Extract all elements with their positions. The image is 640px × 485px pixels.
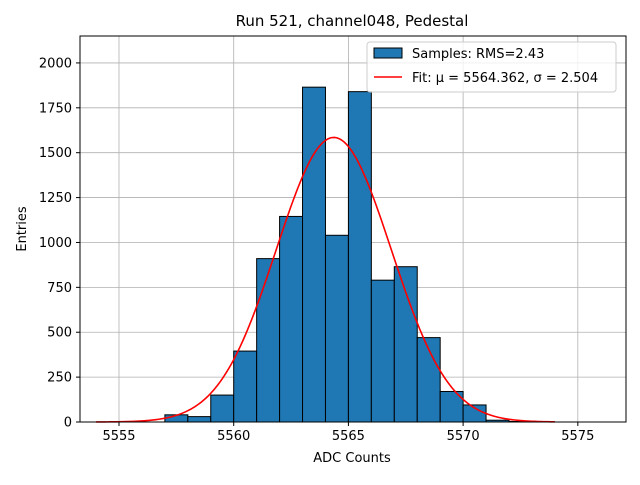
fit-curve	[96, 136, 555, 423]
y-tick-label: 500	[47, 326, 72, 341]
y-tick-label: 1500	[39, 146, 72, 161]
axes	[79, 35, 627, 423]
y-axis-ticks: 0 250 500 750 1000 1250 1500 1750 2000	[39, 56, 80, 431]
x-tick-label: 5570	[447, 429, 480, 444]
y-tick-label: 1000	[39, 236, 72, 251]
histogram-bar	[347, 91, 372, 423]
histogram-bar	[210, 394, 235, 423]
x-tick-label: 5565	[332, 429, 365, 444]
x-tick-label: 5575	[561, 429, 594, 444]
histogram-bars	[164, 86, 533, 423]
histogram-bar	[233, 350, 258, 423]
y-tick-label: 0	[64, 416, 72, 431]
legend-frame	[366, 41, 617, 93]
x-tick-label: 5560	[217, 429, 250, 444]
legend-label-histogram: Samples: RMS=2.43	[412, 47, 544, 62]
legend-label-fit: Fit: μ = 5564.362, σ = 2.504	[412, 71, 598, 86]
legend: Samples: RMS=2.43 Fit: μ = 5564.362, σ =…	[366, 41, 617, 93]
y-axis-label: Entries	[15, 206, 30, 252]
chart-title: Run 521, channel048, Pedestal	[236, 12, 469, 30]
x-tick-label: 5555	[102, 429, 135, 444]
y-tick-label: 250	[47, 371, 72, 386]
y-tick-label: 2000	[39, 56, 72, 71]
histogram-bar	[279, 215, 304, 423]
x-axis-label: ADC Counts	[313, 451, 391, 466]
x-axis-ticks: 5555 5560 5565 5570 5575	[102, 422, 594, 444]
histogram-bar	[256, 258, 281, 423]
y-tick-label: 1750	[39, 101, 72, 116]
histogram-bar	[324, 234, 349, 423]
fit-curve-layer	[96, 136, 555, 423]
histogram-bar	[302, 86, 326, 423]
histogram-bar	[370, 279, 395, 423]
y-tick-label: 750	[47, 281, 72, 296]
legend-swatch-histogram	[373, 47, 403, 59]
plot-frame	[79, 35, 627, 423]
histogram-bar	[187, 416, 212, 423]
y-tick-label: 1250	[39, 191, 72, 206]
